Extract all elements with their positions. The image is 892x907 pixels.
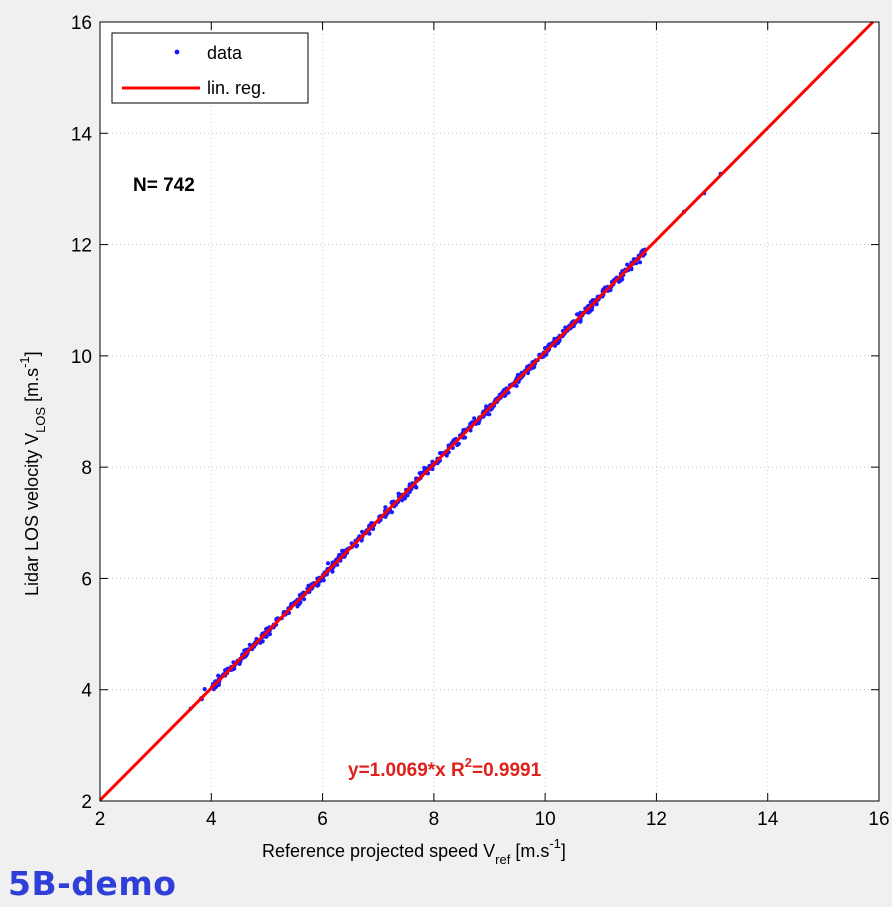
data-point [202, 687, 207, 692]
data-point [295, 604, 300, 609]
y-axis-title-main: Lidar LOS velocity V [22, 433, 42, 596]
y-axis-title-close: ] [22, 351, 42, 356]
data-point [405, 493, 410, 498]
equation-tail: =0.9991 [472, 760, 542, 781]
watermark-text: 5B-demo [8, 864, 177, 903]
data-point [321, 578, 326, 583]
plot-frame [99, 21, 880, 802]
data-point [302, 597, 307, 602]
x-axis-title-unit: [m.s [510, 841, 549, 861]
x-tick-label: 4 [206, 809, 217, 830]
y-tick-label: 12 [71, 236, 92, 257]
y-tick-label: 8 [81, 458, 92, 479]
equation-main: y=1.0069*x R [348, 760, 465, 781]
legend-label-data: data [207, 43, 243, 63]
equation-exponent: 2 [465, 755, 472, 770]
data-point [574, 312, 580, 317]
x-tick-label: 16 [868, 809, 889, 830]
y-tick-label: 10 [71, 347, 92, 368]
data-point [354, 544, 359, 549]
legend-box [111, 32, 309, 104]
x-axis-title-exp: -1 [549, 836, 561, 851]
y-axis-title: Lidar LOS velocity VLOS [m.s-1] [17, 351, 48, 596]
x-tick-label: 2 [95, 809, 106, 830]
x-tick-label: 6 [317, 809, 328, 830]
y-tick-label: 4 [81, 681, 92, 702]
x-axis-title: Reference projected speed Vref [m.s-1] [262, 836, 566, 867]
legend: data lin. reg. [111, 32, 309, 104]
x-tick-label: 8 [429, 809, 440, 830]
data-point [456, 441, 461, 446]
x-tick-label: 10 [535, 809, 556, 830]
regression-line [98, 20, 874, 802]
legend-label-regression: lin. reg. [207, 78, 266, 98]
x-tick-label: 14 [757, 809, 779, 830]
data-point [413, 485, 418, 490]
data-point [216, 682, 221, 688]
x-axis-title-sub: ref [495, 852, 511, 867]
data-point [337, 553, 342, 558]
y-axis-title-sub: LOS [33, 407, 48, 433]
data-point [625, 262, 630, 267]
x-axis-title-close: ] [561, 841, 566, 861]
y-tick-label: 6 [81, 569, 92, 590]
data-point [578, 319, 583, 324]
data-point [417, 471, 422, 476]
regression-equation: y=1.0069*x R2=0.9991 [348, 755, 542, 781]
legend-marker-data [174, 49, 180, 55]
data-point [367, 531, 372, 536]
data-point [637, 260, 643, 265]
sample-count-label: N= 742 [133, 175, 195, 196]
data-point [340, 548, 345, 554]
data-point [325, 561, 331, 566]
x-tick-label: 12 [646, 809, 667, 830]
data-point [316, 582, 321, 588]
data-point [383, 505, 388, 510]
axis-ticks: 2 4 6 8 10 12 14 16 2 4 6 8 10 12 14 16 [71, 13, 890, 830]
x-axis-title-main: Reference projected speed V [262, 841, 495, 861]
data-point [587, 309, 593, 314]
y-axis-title-unit: [m.s [22, 368, 42, 407]
data-point [402, 496, 407, 501]
y-axis-title-exp: -1 [17, 356, 32, 368]
y-tick-label: 2 [81, 792, 92, 813]
data-point [514, 383, 519, 388]
y-tick-label: 16 [71, 13, 92, 34]
y-tick-label: 14 [71, 124, 93, 145]
